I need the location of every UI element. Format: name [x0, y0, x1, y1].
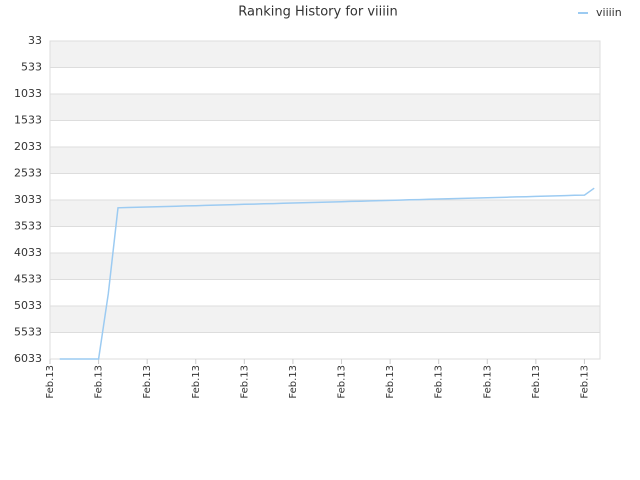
grid-band: [50, 200, 600, 227]
grid-band: [50, 226, 600, 253]
chart-title: Ranking History for viiiin: [238, 5, 398, 20]
x-tick-label: Feb.13: [191, 365, 202, 399]
x-tick-label: Feb.13: [142, 365, 153, 399]
x-tick-label: Feb.13: [385, 365, 396, 399]
y-tick-label: 1033: [14, 87, 42, 100]
grid-band: [50, 41, 600, 68]
x-tick-label: Feb.13: [434, 365, 445, 399]
x-tick-label: Feb.13: [531, 365, 542, 399]
series-line: [59, 187, 595, 360]
y-tick-label: 3033: [14, 193, 42, 206]
y-tick-label: 33: [28, 34, 42, 47]
grid-band: [50, 253, 600, 280]
x-tick-label: Feb.13: [45, 365, 56, 399]
grid-band: [50, 147, 600, 174]
y-tick-label: 1533: [14, 114, 42, 127]
y-tick-label: 533: [21, 61, 42, 74]
grid-band: [50, 67, 600, 94]
y-tick-label: 2533: [14, 167, 42, 180]
grid-band: [50, 332, 600, 359]
grid-band: [50, 173, 600, 200]
y-tick-label: 3533: [14, 220, 42, 233]
plot-border: [49, 40, 601, 360]
x-tick-label: Feb.13: [337, 365, 348, 399]
y-tick-label: 2033: [14, 140, 42, 153]
grid-band: [50, 279, 600, 306]
y-tick-label: 5033: [14, 299, 42, 312]
y-tick-label: 5533: [14, 326, 42, 339]
grid-band: [50, 94, 600, 121]
x-tick-label: Feb.13: [94, 365, 105, 399]
x-tick-label: Feb.13: [288, 365, 299, 399]
y-tick-label: 6033: [14, 352, 42, 365]
grid-band: [50, 120, 600, 147]
legend-label: viiiin: [596, 6, 622, 19]
x-tick-label: Feb.13: [579, 365, 590, 399]
x-tick-label: Feb.13: [482, 365, 493, 399]
y-tick-label: 4033: [14, 246, 42, 259]
grid-band: [50, 306, 600, 333]
x-tick-label: Feb.13: [239, 365, 250, 399]
y-tick-label: 4533: [14, 273, 42, 286]
